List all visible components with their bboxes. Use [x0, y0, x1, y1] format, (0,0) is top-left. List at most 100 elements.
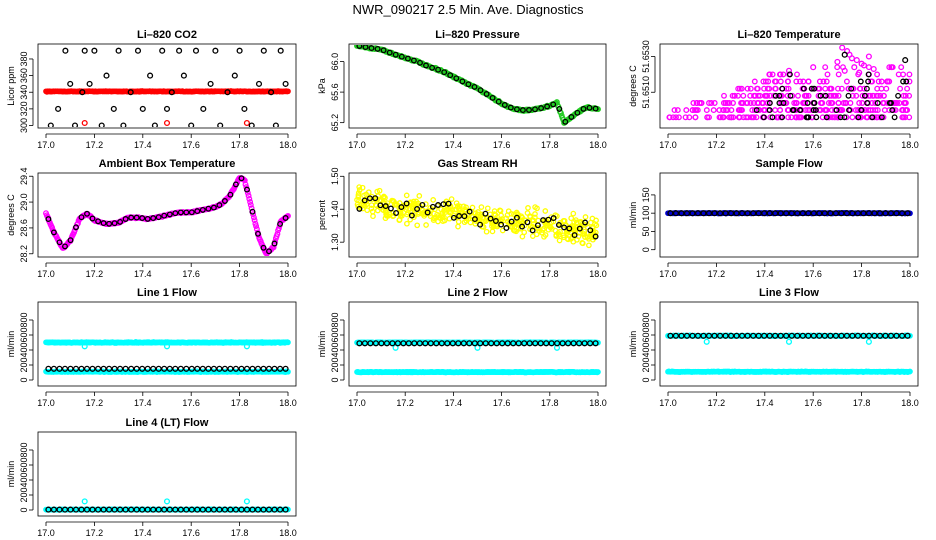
y-tick-label: 400: [641, 342, 651, 357]
data-point: [238, 365, 245, 372]
data-point: [45, 506, 52, 513]
y-tick-label: 65.6: [330, 83, 340, 101]
data-point: [429, 203, 436, 210]
data-point: [762, 78, 769, 85]
panel-title: Li–820 Temperature: [737, 29, 840, 41]
data-point: [871, 332, 878, 339]
data-point: [497, 208, 504, 214]
data-point: [133, 365, 140, 372]
data-point: [147, 72, 154, 79]
x-tick-label: 17.8: [541, 140, 559, 150]
data-point: [706, 114, 712, 121]
data-point: [816, 85, 823, 92]
data-point: [510, 340, 517, 347]
data-point: [423, 222, 429, 228]
data-point: [205, 205, 212, 212]
x-tick-label: 18.0: [589, 140, 607, 150]
data-point: [761, 85, 768, 92]
data-point: [739, 210, 746, 217]
data-point: [493, 340, 500, 347]
data-point: [843, 78, 850, 85]
plot-frame: [348, 301, 607, 387]
data-point: [719, 114, 726, 121]
data-point: [56, 239, 63, 246]
data-point: [753, 114, 760, 121]
data-point: [172, 210, 179, 217]
y-tick-label: 0: [19, 377, 29, 382]
data-point: [722, 210, 729, 217]
data-point: [810, 332, 817, 339]
data-point: [720, 107, 727, 114]
data-point: [249, 506, 256, 513]
data-point: [865, 71, 872, 78]
data-point: [821, 332, 828, 339]
x-tick-label: 17.4: [134, 269, 152, 279]
data-point: [835, 85, 841, 92]
data-point: [860, 62, 868, 69]
data-point: [882, 210, 889, 217]
data-point: [199, 206, 206, 213]
data-point: [542, 208, 549, 214]
data-point: [878, 85, 885, 92]
data-point: [456, 213, 463, 219]
data-point: [409, 208, 415, 215]
data-point: [592, 105, 599, 112]
data-point: [875, 78, 882, 85]
data-point: [858, 107, 865, 114]
data-point: [667, 332, 674, 339]
data-point: [192, 47, 200, 54]
data-point: [829, 114, 836, 121]
data-point: [122, 365, 129, 372]
x-tick-label: 17.0: [348, 398, 366, 408]
data-point: [761, 210, 768, 217]
data-marks: [43, 498, 291, 513]
data-point: [902, 92, 909, 99]
data-point: [268, 89, 275, 96]
data-point: [532, 211, 538, 217]
data-point: [355, 192, 362, 199]
data-point: [753, 107, 760, 114]
x-tick-label: 17.6: [804, 398, 822, 408]
data-point: [861, 92, 868, 99]
data-point: [455, 223, 461, 230]
y-axis-label: ml/min: [317, 331, 327, 358]
data-point: [576, 340, 583, 347]
data-point: [150, 506, 157, 513]
data-point: [251, 217, 258, 224]
data-point: [693, 100, 700, 106]
data-point: [155, 506, 162, 513]
x-tick-label: 18.0: [589, 398, 607, 408]
data-point: [459, 78, 466, 85]
x-tick-label: 17.4: [756, 269, 774, 279]
data-point: [504, 340, 511, 347]
data-point: [703, 107, 710, 114]
data-point: [487, 215, 494, 222]
data-point: [414, 206, 421, 212]
data-point: [398, 53, 405, 60]
data-point: [468, 208, 475, 215]
data-point: [61, 506, 69, 513]
data-point: [166, 211, 173, 218]
data-point: [843, 114, 850, 121]
data-point: [282, 506, 289, 513]
data-point: [692, 114, 699, 121]
data-point: [880, 92, 887, 99]
y-tick-label: 200: [641, 357, 651, 372]
data-point: [799, 332, 806, 339]
data-point: [838, 332, 845, 339]
data-point: [797, 78, 804, 85]
data-point: [519, 107, 526, 114]
data-point: [744, 210, 751, 217]
x-tick-label: 17.4: [756, 140, 774, 150]
y-tick-label: 0: [641, 377, 651, 382]
data-point: [811, 85, 818, 92]
data-point: [872, 100, 879, 106]
data-point: [755, 332, 762, 339]
data-point: [84, 210, 90, 217]
data-point: [532, 106, 538, 113]
data-point: [199, 365, 206, 372]
data-point: [266, 248, 272, 255]
y-tick-label: 1.50: [330, 168, 340, 186]
